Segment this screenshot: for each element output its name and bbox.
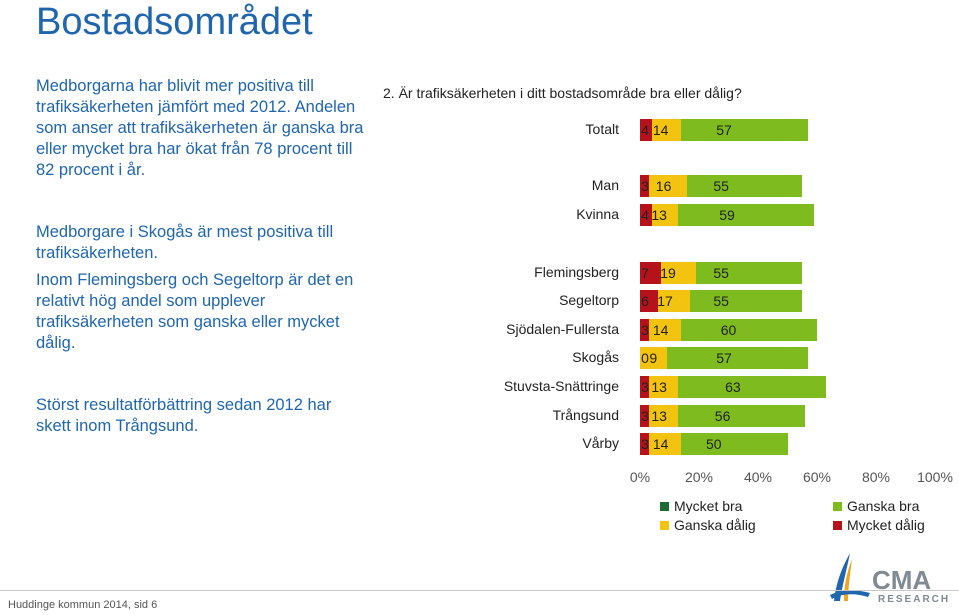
bar-segment-ganska-d-lig-sj-dalen-fullersta	[640, 319, 682, 341]
summary-paragraph-1: Medborgarna har blivit mer positiva till…	[36, 77, 364, 179]
x-tick-label: 80%	[861, 469, 891, 485]
bar-segment-ganska-bra-stuvsta-sn-ttringe	[640, 376, 826, 398]
cma-logo-icon	[828, 551, 872, 612]
x-tick-label: 40%	[743, 469, 773, 485]
legend-swatch	[660, 520, 669, 530]
data-label-ganska-bra-stuvsta-sn-ttringe: 63	[725, 379, 741, 395]
x-tick-label: 100%	[917, 469, 953, 485]
category-label-v-rby: Vårby	[582, 435, 619, 451]
bar-segment-mycket-d-lig-sj-dalen-fullersta	[640, 319, 649, 341]
x-tick-label: 20%	[684, 469, 714, 485]
legend-swatch	[660, 501, 669, 511]
x-tick-label: 0%	[629, 469, 651, 485]
data-label-ganska-d-lig-man: 16	[655, 178, 672, 194]
bar-segment-ganska-d-lig-v-rby	[640, 433, 682, 455]
data-label-mycket-d-lig-skog-s: 0	[641, 350, 649, 366]
bar-segment-ganska-bra-totalt	[640, 119, 809, 141]
data-label-mycket-d-lig-v-rby: 3	[641, 436, 649, 452]
legend-label: Ganska bra	[847, 498, 920, 514]
data-label-ganska-bra-totalt: 57	[716, 122, 732, 138]
bar-segment-ganska-d-lig-man	[640, 175, 688, 197]
bar-segment-mycket-d-lig-stuvsta-sn-ttringe	[640, 376, 649, 398]
page-title: Bostadsområdet	[36, 1, 313, 43]
data-label-mycket-d-lig-segeltorp: 6	[641, 293, 649, 309]
category-label-kvinna: Kvinna	[576, 206, 619, 222]
data-label-ganska-d-lig-tr-ngsund: 13	[651, 408, 667, 424]
category-label-stuvsta-sn-ttringe: Stuvsta-Snättringe	[503, 378, 619, 394]
summary-paragraph-3: Inom Flemingsberg och Segeltorp är det e…	[36, 271, 354, 352]
data-label-mycket-d-lig-stuvsta-sn-ttringe: 3	[641, 379, 649, 395]
bar-segment-mycket-d-lig-kvinna	[640, 204, 652, 226]
category-label-man: Man	[591, 177, 619, 193]
legend-label: Mycket dålig	[847, 517, 925, 533]
footer-text: Huddinge kommun 2014, sid 6	[8, 599, 158, 611]
x-tick-label: 60%	[802, 469, 832, 485]
data-label-ganska-d-lig-skog-s: 9	[649, 350, 658, 366]
data-label-ganska-bra-segeltorp: 55	[713, 293, 729, 309]
summary-paragraph-4: Störst resultatförbättring sedan 2012 ha…	[36, 396, 332, 435]
bar-segment-mycket-d-lig-segeltorp	[640, 290, 658, 312]
data-label-ganska-bra-skog-s: 57	[716, 350, 732, 366]
bar-segment-ganska-bra-tr-ngsund	[640, 405, 806, 427]
bar-segment-mycket-d-lig-v-rby	[640, 433, 649, 455]
legend-item-ganska-bra: Ganska bra	[833, 498, 919, 514]
data-label-ganska-bra-man: 55	[713, 178, 729, 194]
summary-paragraph-2: Medborgare i Skogås är mest positiva til…	[36, 223, 334, 262]
category-label-totalt: Totalt	[585, 121, 619, 137]
data-label-ganska-d-lig-flemingsberg: 19	[660, 265, 676, 281]
data-label-mycket-d-lig-man: 3	[641, 178, 649, 194]
category-label-sj-dalen-fullersta: Sjödalen-Fullersta	[506, 321, 619, 337]
legend-swatch	[833, 520, 842, 530]
bar-segment-ganska-bra-kvinna	[640, 204, 815, 226]
legend-label: Mycket bra	[674, 498, 743, 514]
category-label-segeltorp: Segeltorp	[559, 292, 619, 308]
legend-item-mycket-bra: Mycket bra	[660, 498, 742, 514]
bar-segment-mycket-d-lig-man	[640, 175, 649, 197]
logo-text: CMA	[872, 565, 932, 595]
data-label-ganska-bra-kvinna: 59	[719, 207, 735, 223]
category-label-skog-s: Skogås	[572, 349, 619, 365]
legend-item-mycket-dalig: Mycket dålig	[833, 517, 925, 533]
data-label-ganska-d-lig-sj-dalen-fullersta: 14	[652, 322, 669, 338]
data-label-mycket-d-lig-kvinna: 4	[641, 207, 649, 223]
legend-label: Ganska dålig	[674, 517, 756, 533]
legend-swatch	[833, 501, 842, 511]
data-label-ganska-d-lig-v-rby: 14	[652, 436, 669, 452]
data-label-mycket-d-lig-totalt: 4	[641, 122, 649, 138]
data-label-ganska-bra-flemingsberg: 55	[713, 265, 729, 281]
data-label-ganska-bra-sj-dalen-fullersta: 60	[720, 322, 737, 338]
category-label-tr-ngsund: Trångsund	[552, 407, 619, 423]
bar-segment-mycket-d-lig-tr-ngsund	[640, 405, 649, 427]
bar-segment-ganska-d-lig-skog-s	[640, 347, 667, 369]
bar-segment-mycket-d-lig-flemingsberg	[640, 262, 661, 284]
bar-segment-mycket-d-lig-totalt	[640, 119, 652, 141]
logo-subtext: RESEARCH	[878, 594, 951, 605]
data-label-ganska-bra-v-rby: 50	[705, 436, 722, 452]
footer-divider	[0, 590, 959, 591]
category-label-flemingsberg: Flemingsberg	[534, 264, 619, 280]
data-label-mycket-d-lig-sj-dalen-fullersta: 3	[641, 322, 649, 338]
bar-segment-ganska-bra-sj-dalen-fullersta	[640, 319, 817, 341]
bar-segment-ganska-d-lig-stuvsta-sn-ttringe	[640, 376, 679, 398]
bar-segment-ganska-d-lig-tr-ngsund	[640, 405, 679, 427]
data-label-mycket-d-lig-tr-ngsund: 3	[641, 408, 649, 424]
chart-title: 2. Är trafiksäkerheten i ditt bostadsomr…	[383, 85, 742, 101]
data-label-ganska-d-lig-totalt: 14	[652, 122, 669, 138]
bar-segment-ganska-bra-skog-s	[640, 347, 809, 369]
data-label-ganska-bra-tr-ngsund: 56	[714, 408, 731, 424]
legend-item-ganska-dalig: Ganska dålig	[660, 517, 756, 533]
data-label-ganska-d-lig-stuvsta-sn-ttringe: 13	[651, 379, 667, 395]
data-label-ganska-d-lig-segeltorp: 17	[657, 293, 673, 309]
data-label-mycket-d-lig-flemingsberg: 7	[641, 265, 649, 281]
data-label-ganska-d-lig-kvinna: 13	[651, 207, 667, 223]
